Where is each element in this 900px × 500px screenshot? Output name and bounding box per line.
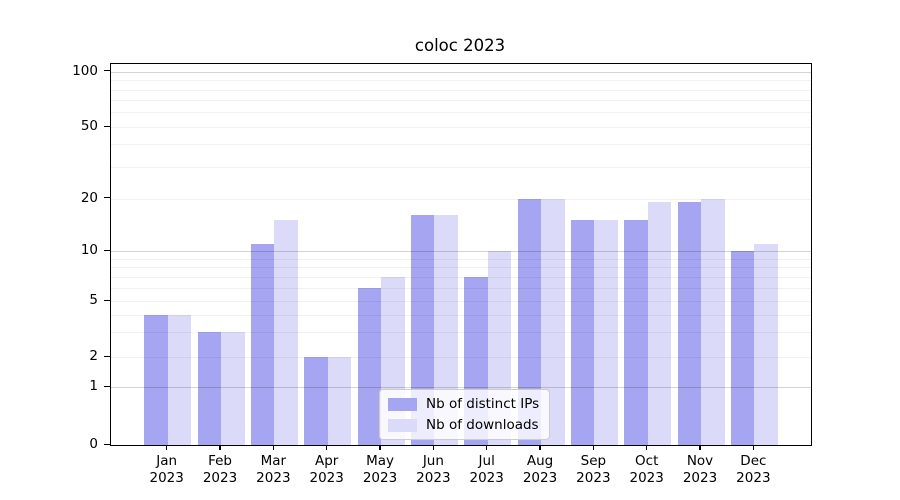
gridline-y-60 [111, 112, 811, 114]
bar-downloads-sep [594, 220, 618, 445]
x-tick-label-sep: Sep 2023 [576, 453, 611, 486]
gridline-y-7 [111, 276, 811, 278]
y-tick-mark-10 [104, 249, 110, 251]
x-tick-mark-mar [272, 445, 274, 451]
gridline-y-50 [111, 127, 811, 128]
y-tick-mark-100 [104, 70, 110, 72]
x-tick-mark-feb [219, 445, 221, 451]
x-tick-label-jan: Jan 2023 [149, 453, 184, 486]
gridline-y-40 [111, 144, 811, 146]
bar-distinct-ips-sep [570, 220, 595, 445]
y-tick-label-0: 0 [89, 436, 98, 452]
gridline-y-2 [111, 357, 811, 358]
gridline-y-6 [111, 287, 811, 289]
x-tick-mark-may [379, 445, 381, 451]
legend: Nb of distinct IPs Nb of downloads [379, 389, 551, 440]
x-tick-label-oct: Oct 2023 [629, 453, 664, 486]
gridline-y-70 [111, 100, 811, 102]
x-tick-mark-jul [486, 445, 488, 451]
y-tick-label-10: 10 [80, 242, 98, 258]
x-tick-label-apr: Apr 2023 [309, 453, 344, 486]
x-tick-label-jul: Jul 2023 [469, 453, 504, 486]
bar-downloads-aug [541, 198, 565, 445]
bar-downloads-apr [327, 357, 352, 445]
legend-swatch-downloads-icon [388, 418, 417, 432]
bar-distinct-ips-feb [197, 332, 222, 445]
bar-downloads-dec [754, 243, 778, 445]
bar-distinct-ips-may [357, 287, 382, 445]
bar-distinct-ips-oct [624, 220, 648, 445]
x-tick-mark-jun [432, 445, 434, 451]
bar-distinct-ips-jan [144, 314, 168, 445]
gridline-y-9 [111, 258, 811, 260]
x-tick-mark-dec [752, 445, 754, 451]
y-tick-label-100: 100 [72, 62, 98, 79]
x-tick-mark-apr [326, 445, 328, 451]
x-tick-label-aug: Aug 2023 [522, 453, 558, 486]
gridline-y-4 [111, 314, 811, 316]
x-tick-label-dec: Dec 2023 [736, 453, 771, 486]
gridline-y-30 [111, 166, 811, 168]
bar-distinct-ips-nov [677, 202, 702, 445]
y-tick-label-50: 50 [80, 118, 98, 134]
gridline-y-8 [111, 267, 811, 269]
gridline-y-80 [111, 89, 811, 91]
x-tick-label-nov: Nov 2023 [682, 453, 718, 486]
bar-distinct-ips-aug [517, 198, 542, 445]
y-tick-label-5: 5 [89, 292, 98, 308]
x-tick-mark-aug [539, 445, 541, 451]
bar-distinct-ips-mar [250, 243, 275, 445]
gridline-y-20 [111, 198, 811, 200]
legend-swatch-distinct-ips-icon [388, 397, 417, 411]
x-tick-mark-nov [699, 445, 701, 451]
gridline-y-3 [111, 332, 811, 334]
y-tick-mark-0 [104, 443, 110, 445]
bar-distinct-ips-jun [410, 215, 435, 445]
bar-downloads-feb [221, 332, 245, 445]
x-tick-mark-sep [592, 445, 594, 451]
legend-label-distinct-ips: Nb of distinct IPs [426, 396, 540, 412]
legend-item-downloads: Nb of downloads [388, 417, 539, 433]
x-tick-label-jun: Jun 2023 [416, 453, 451, 486]
bar-downloads-nov [701, 198, 725, 445]
bar-downloads-mar [274, 220, 298, 445]
y-tick-mark-1 [104, 385, 110, 387]
gridline-y-10 [111, 251, 811, 252]
y-tick-mark-20 [104, 197, 110, 199]
x-tick-label-may: May 2023 [362, 453, 398, 486]
plot-area: Nb of distinct IPs Nb of downloads [110, 63, 812, 446]
x-tick-mark-oct [646, 445, 648, 451]
x-tick-mark-jan [166, 445, 168, 451]
x-tick-label-feb: Feb 2023 [202, 453, 238, 486]
gridline-y-90 [111, 80, 811, 82]
bar-downloads-jun [434, 215, 458, 445]
y-tick-label-20: 20 [80, 189, 98, 206]
y-tick-mark-5 [104, 299, 110, 301]
y-tick-label-1: 1 [89, 378, 98, 394]
bar-downloads-jan [167, 314, 192, 445]
x-tick-label-mar: Mar 2023 [256, 453, 291, 486]
gridline-y-100 [111, 71, 811, 73]
y-tick-label-2: 2 [89, 348, 98, 364]
y-tick-mark-50 [104, 125, 110, 127]
bar-distinct-ips-dec [730, 251, 755, 445]
bar-distinct-ips-apr [304, 357, 328, 445]
gridline-y-5 [111, 301, 811, 302]
y-tick-mark-2 [104, 355, 110, 357]
bar-downloads-oct [647, 202, 672, 445]
gridline-y-1 [111, 387, 811, 388]
chart-title: coloc 2023 [414, 36, 506, 55]
legend-item-distinct-ips: Nb of distinct IPs [388, 396, 539, 412]
legend-label-downloads: Nb of downloads [426, 417, 539, 433]
